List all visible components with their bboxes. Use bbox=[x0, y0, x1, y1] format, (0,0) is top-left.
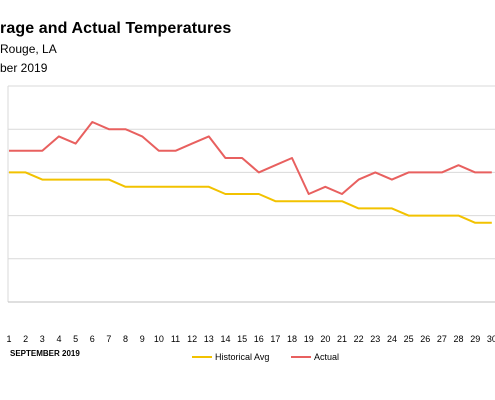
series-line-historical-avg bbox=[9, 171, 492, 224]
x-tick-label: 2 bbox=[23, 334, 28, 344]
x-tick-label: 12 bbox=[187, 334, 197, 344]
x-tick-label: 3 bbox=[40, 334, 45, 344]
x-tick-label: 14 bbox=[220, 334, 230, 344]
x-tick-label: 13 bbox=[204, 334, 214, 344]
x-tick-label: 7 bbox=[106, 334, 111, 344]
x-tick-label: 23 bbox=[370, 334, 380, 344]
legend: Historical Avg Actual bbox=[192, 352, 339, 362]
chart-subtitle-period: ber 2019 bbox=[0, 61, 48, 75]
x-axis: 1 2 3 4 5 6 7 8 9 10 11 12 13 14 15 16 17 18 19 20 21 22 23 24 2… bbox=[6, 301, 495, 344]
x-tick-label: 1 bbox=[6, 334, 11, 344]
x-tick-label: 26 bbox=[420, 334, 430, 344]
x-tick-label: 16 bbox=[254, 334, 264, 344]
x-tick-label: 10 bbox=[154, 334, 164, 344]
x-tick-label: 28 bbox=[454, 334, 464, 344]
x-tick-label: 29 bbox=[470, 334, 480, 344]
x-tick-label: 19 bbox=[304, 334, 314, 344]
legend-label: Actual bbox=[314, 352, 339, 362]
chart-title: rage and Actual Temperatures bbox=[0, 20, 232, 37]
x-tick-label: 8 bbox=[123, 334, 128, 344]
x-tick-label: 30 bbox=[487, 334, 495, 344]
series-line-actual bbox=[9, 121, 492, 195]
x-tick-label: 21 bbox=[337, 334, 347, 344]
x-tick-label: 5 bbox=[73, 334, 78, 344]
x-tick-label: 20 bbox=[320, 334, 330, 344]
x-tick-label: 4 bbox=[56, 334, 61, 344]
x-tick-label: 27 bbox=[437, 334, 447, 344]
x-tick-label: 9 bbox=[140, 334, 145, 344]
x-tick-label: 25 bbox=[404, 334, 414, 344]
x-tick-label: 6 bbox=[90, 334, 95, 344]
x-tick-label: 24 bbox=[387, 334, 397, 344]
series-lines bbox=[8, 121, 492, 224]
x-tick-label: 22 bbox=[354, 334, 364, 344]
x-tick-label: 11 bbox=[171, 334, 180, 344]
gridlines bbox=[7, 85, 495, 302]
x-axis-label: SEPTEMBER 2019 bbox=[10, 349, 80, 358]
x-tick-label: 18 bbox=[287, 334, 297, 344]
legend-label: Historical Avg bbox=[215, 352, 269, 362]
x-tick-label: 15 bbox=[237, 334, 247, 344]
chart-subtitle-location: Rouge, LA bbox=[0, 42, 57, 56]
x-tick-label: 17 bbox=[270, 334, 280, 344]
